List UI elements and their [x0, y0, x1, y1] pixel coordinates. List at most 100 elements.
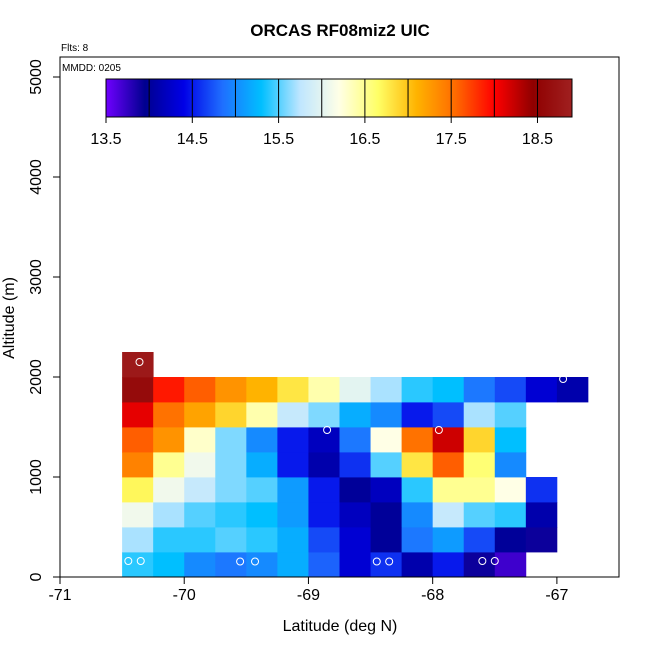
- heatmap-cell: [153, 552, 185, 578]
- measurement-marker: [135, 358, 144, 366]
- heatmap-cell: [246, 427, 278, 453]
- x-tick-label: -70: [173, 587, 196, 604]
- date-annotation: MMDD: 0205: [62, 63, 121, 74]
- colorbar-gradient: [106, 79, 572, 117]
- y-axis: 0 1000 2000 3000 4000 5000: [28, 59, 60, 581]
- heatmap-cell: [246, 377, 278, 403]
- heatmap-cell: [339, 477, 371, 503]
- heatmap-cell: [122, 402, 154, 428]
- heatmap-cell: [494, 527, 527, 553]
- heatmap-cell: [246, 402, 278, 428]
- colorbar-tick-label: 17.5: [436, 131, 467, 148]
- heatmap-cell: [401, 477, 434, 503]
- heatmap-cell: [339, 377, 371, 403]
- heatmap-cell: [122, 377, 154, 403]
- heatmap-cell: [432, 502, 465, 528]
- heatmap-cell: [525, 377, 558, 403]
- heatmap-cell: [463, 552, 496, 578]
- heatmap-cell: [370, 502, 403, 528]
- measurement-marker: [124, 557, 133, 565]
- y-tick-label: 3000: [28, 259, 45, 295]
- measurement-marker: [323, 426, 332, 434]
- heatmap-cell: [153, 377, 185, 403]
- heatmap-cell: [308, 552, 340, 578]
- colorbar-tick-label: 18.5: [522, 131, 553, 148]
- heatmap-cell: [184, 477, 216, 503]
- x-tick-label: -71: [48, 587, 71, 604]
- heatmap-cell: [525, 527, 558, 553]
- heatmap-cell: [432, 477, 465, 503]
- heatmap-cell: [308, 527, 340, 553]
- heatmap-cell: [215, 477, 247, 503]
- heatmap-cell: [401, 402, 434, 428]
- heatmap-cell: [153, 427, 185, 453]
- heatmap-cell: [339, 402, 371, 428]
- heatmap-cell: [401, 527, 434, 553]
- heatmap-cell: [184, 452, 216, 478]
- heatmap-cell: [277, 552, 309, 578]
- heatmap-cell: [184, 502, 216, 528]
- colorbar: 13.5 14.5 15.5 16.5 17.5 18.5: [90, 78, 573, 148]
- heatmap-cell: [494, 402, 527, 428]
- heatmap-cell: [463, 402, 496, 428]
- flights-annotation: Flts: 8: [61, 43, 89, 54]
- heatmap-cell: [339, 552, 371, 578]
- heatmap-cell: [308, 502, 340, 528]
- heatmap-cell: [339, 527, 371, 553]
- measurement-marker: [434, 426, 443, 434]
- heatmap-cell: [463, 452, 496, 478]
- heatmap-cell: [370, 377, 403, 403]
- heatmap-cell: [370, 427, 403, 453]
- heatmap-cell: [401, 452, 434, 478]
- heatmap-cell: [153, 502, 185, 528]
- heatmap-cell: [432, 552, 465, 578]
- heatmap-cell: [494, 552, 527, 578]
- heatmap-cell: [215, 427, 247, 453]
- heatmap-cell: [277, 527, 309, 553]
- heatmap-cell: [463, 427, 496, 453]
- heatmap-cell: [556, 377, 589, 403]
- heatmap-cell: [215, 502, 247, 528]
- heatmap-cell: [277, 502, 309, 528]
- heatmap-cell: [277, 477, 309, 503]
- heatmap-cell: [184, 552, 216, 578]
- heatmap-cell: [184, 402, 216, 428]
- heatmap-cell: [246, 502, 278, 528]
- heatmap-cell: [370, 477, 403, 503]
- heatmap-cells: [122, 352, 589, 578]
- heatmap-cell: [153, 477, 185, 503]
- heatmap-cell: [215, 402, 247, 428]
- heatmap-cell: [401, 427, 434, 453]
- heatmap-cell: [308, 377, 340, 403]
- measurement-marker: [385, 557, 394, 566]
- heatmap-cell: [370, 452, 403, 478]
- heatmap-cell: [122, 502, 154, 528]
- heatmap-cell: [246, 452, 278, 478]
- heatmap-cell: [525, 477, 558, 503]
- heatmap-cell: [277, 402, 309, 428]
- y-tick-label: 2000: [28, 359, 45, 395]
- y-tick-label: 1000: [28, 459, 45, 495]
- heatmap-cell: [215, 452, 247, 478]
- heatmap-cell: [246, 477, 278, 503]
- heatmap-cell: [463, 527, 496, 553]
- chart-title: ORCAS RF08miz2 UIC: [250, 21, 429, 40]
- colorbar-frame: [105, 78, 573, 118]
- heatmap-cell: [463, 477, 496, 503]
- heatmap-cell: [401, 377, 434, 403]
- measurement-marker: [372, 557, 381, 566]
- measurement-marker: [490, 557, 499, 565]
- heatmap-cell: [215, 527, 247, 553]
- heatmap-cell: [494, 477, 527, 503]
- heatmap-cell: [339, 502, 371, 528]
- colorbar-tick-label: 15.5: [263, 131, 294, 148]
- heatmap-cell: [246, 552, 278, 578]
- heatmap-cell: [246, 527, 278, 553]
- heatmap-cell: [494, 502, 527, 528]
- measurement-marker: [136, 557, 145, 565]
- x-tick-label: -69: [297, 587, 320, 604]
- heatmap-cell: [277, 377, 309, 403]
- x-tick-label: -67: [545, 587, 568, 604]
- measurement-marker: [236, 557, 245, 566]
